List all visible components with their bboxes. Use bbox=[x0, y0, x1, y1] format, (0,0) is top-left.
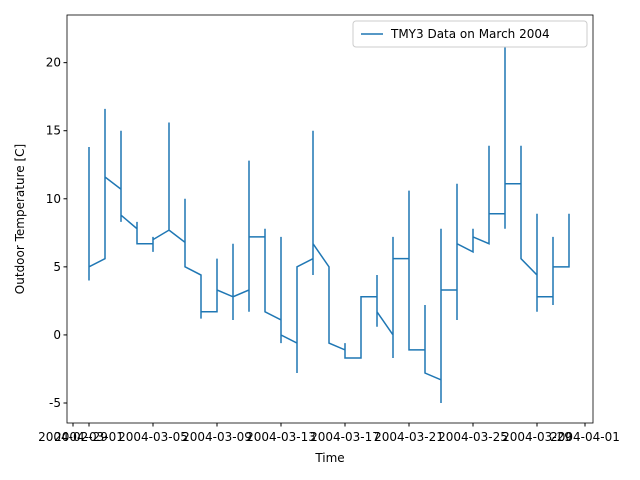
x-tick-label: 2004-03-09 bbox=[182, 430, 252, 444]
x-tick-label: 2004-03-21 bbox=[374, 430, 444, 444]
x-tick-label: 2004-03-01 bbox=[54, 430, 124, 444]
x-tick-label: 2004-03-05 bbox=[118, 430, 188, 444]
y-axis-label: Outdoor Temperature [C] bbox=[13, 144, 27, 294]
x-tick-label: 2004-03-29 bbox=[502, 430, 572, 444]
x-tick-label: 2004-03-17 bbox=[310, 430, 380, 444]
y-tick-label: 0 bbox=[53, 328, 61, 342]
x-tick-label: 2004-04-01 bbox=[550, 430, 620, 444]
y-tick-label: 5 bbox=[53, 260, 61, 274]
data-line bbox=[88, 39, 570, 403]
y-tick-label: 10 bbox=[46, 192, 61, 206]
x-axis-label: Time bbox=[314, 451, 344, 465]
x-tick-label: 2004-03-13 bbox=[246, 430, 316, 444]
y-tick-label: -5 bbox=[49, 396, 61, 410]
x-tick-label: 2004-03-25 bbox=[438, 430, 508, 444]
y-tick-label: 15 bbox=[46, 124, 61, 138]
legend-label: TMY3 Data on March 2004 bbox=[390, 27, 550, 41]
y-tick-label: 20 bbox=[46, 56, 61, 70]
x-tick-label: 2004-02-29 bbox=[38, 430, 108, 444]
plot-frame bbox=[66, 14, 594, 424]
legend-box bbox=[352, 20, 588, 48]
